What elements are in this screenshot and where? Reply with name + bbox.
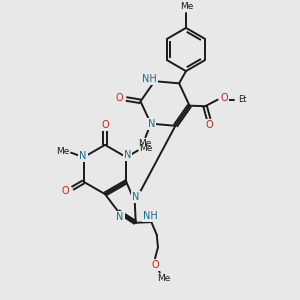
Text: Me: Me	[139, 144, 152, 153]
Text: Me: Me	[57, 147, 70, 156]
Text: Et: Et	[238, 94, 247, 103]
Text: N: N	[124, 150, 131, 161]
Text: O: O	[101, 119, 109, 130]
Text: Me: Me	[180, 2, 193, 11]
Text: NH: NH	[143, 211, 158, 221]
Text: N: N	[116, 212, 124, 222]
Text: O: O	[62, 186, 70, 196]
Text: Me: Me	[138, 139, 152, 148]
Text: O: O	[151, 260, 159, 270]
Text: N: N	[80, 151, 87, 161]
Text: N: N	[148, 119, 155, 129]
Text: O: O	[220, 93, 228, 103]
Text: O: O	[116, 93, 123, 103]
Text: O: O	[206, 120, 213, 130]
Text: NH: NH	[142, 74, 157, 84]
Text: N: N	[132, 192, 140, 202]
Text: Me: Me	[157, 274, 170, 283]
